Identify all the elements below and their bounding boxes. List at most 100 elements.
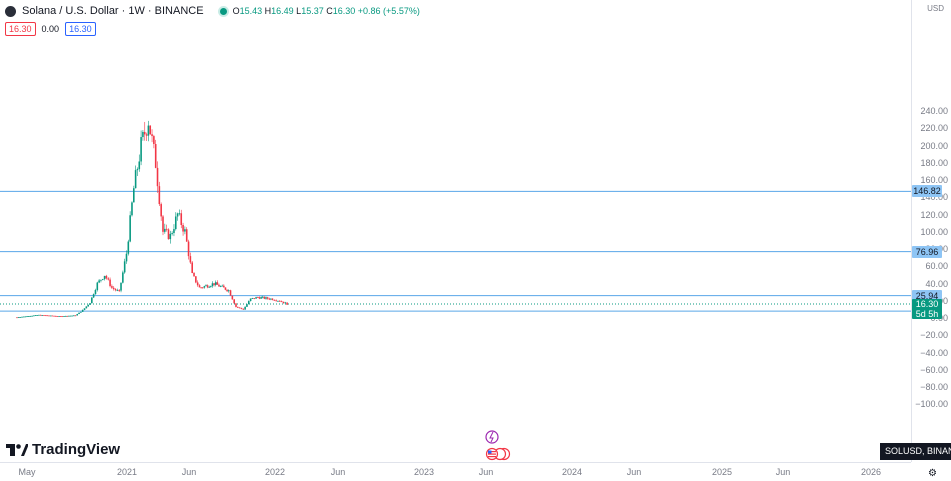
candle-body[interactable] [187,241,190,257]
candle-body[interactable] [118,290,120,291]
candle-body[interactable] [145,134,148,136]
candle-body[interactable] [94,289,97,295]
candle-body[interactable] [244,306,246,310]
candle-body[interactable] [149,125,152,135]
candle-body[interactable] [206,285,209,288]
candle-body[interactable] [233,299,235,304]
candle-body[interactable] [53,315,55,317]
candle-body[interactable] [44,315,47,317]
candle-body[interactable] [229,290,232,296]
candle-body[interactable] [277,300,279,302]
candle-body[interactable] [235,303,237,307]
candle-body[interactable] [238,307,241,309]
candle-body[interactable] [195,276,197,283]
candle-body[interactable] [184,229,186,232]
candle-body[interactable] [91,297,93,304]
candle-body[interactable] [120,282,122,291]
candle-body[interactable] [24,316,27,318]
candle-body[interactable] [69,315,72,317]
candle-body[interactable] [96,282,99,290]
candle-body[interactable] [266,297,269,299]
level-price-tag[interactable]: 25.94 [912,289,942,302]
candle-body[interactable] [223,285,225,288]
settings-icon[interactable]: ⚙ [928,468,937,479]
candle-body[interactable] [17,317,20,318]
candle-body[interactable] [56,316,59,317]
candle-body[interactable] [174,216,177,230]
candle-body[interactable] [193,272,195,277]
candle-body[interactable] [78,312,80,315]
candle-body[interactable] [154,143,157,168]
chart-area[interactable]: Solana / U.S. Dollar · 1W · BINANCE O15.… [0,0,911,462]
candle-body[interactable] [46,315,49,317]
candle-body[interactable] [38,314,40,316]
candle-body[interactable] [247,301,250,305]
candle-body[interactable] [134,170,137,189]
candle-body[interactable] [147,125,150,136]
candle-body[interactable] [142,131,144,138]
candle-body[interactable] [214,282,217,285]
candle-body[interactable] [27,316,30,317]
candle-body[interactable] [226,289,228,292]
candle-body[interactable] [36,315,39,316]
candle-body[interactable] [21,316,23,318]
candle-body[interactable] [101,279,104,280]
candle-body[interactable] [64,315,67,317]
candle-body[interactable] [282,301,285,304]
candle-body[interactable] [253,297,256,299]
candle-body[interactable] [271,298,274,300]
candle-body[interactable] [242,308,245,310]
market-status-icon[interactable] [219,7,227,15]
candle-body[interactable] [19,317,22,318]
candle-body[interactable] [162,216,164,232]
candle-body[interactable] [76,314,79,316]
candle-body[interactable] [237,306,239,308]
candle-body[interactable] [133,188,135,203]
candle-body[interactable] [218,284,220,287]
buy-button[interactable]: 16.30 [65,22,96,36]
candle-body[interactable] [200,287,202,289]
candle-body[interactable] [72,315,75,317]
candle-body[interactable] [89,303,91,305]
candle-body[interactable] [257,297,259,298]
candle-body[interactable] [240,307,243,309]
candle-body[interactable] [26,316,28,318]
candle-body[interactable] [231,295,234,300]
candle-body[interactable] [114,289,117,291]
candle-body[interactable] [185,229,188,242]
candle-body[interactable] [66,315,69,317]
candle-body[interactable] [122,272,124,283]
candle-body[interactable] [279,300,281,302]
candle-body[interactable] [83,308,86,310]
candle-body[interactable] [140,137,142,162]
candle-body[interactable] [49,315,52,317]
candle-body[interactable] [171,233,173,234]
candle-body[interactable] [33,315,35,317]
candle-body[interactable] [169,233,172,240]
candle-body[interactable] [138,161,141,170]
candle-body[interactable] [270,298,272,300]
candle-body[interactable] [81,309,84,312]
candle-body[interactable] [123,261,126,273]
candle-body[interactable] [111,286,113,288]
candle-body[interactable] [263,296,266,299]
price-plot[interactable] [0,0,911,462]
candle-body[interactable] [29,315,32,317]
candle-body[interactable] [131,202,133,216]
candle-body[interactable] [151,134,153,137]
candle-body[interactable] [107,278,110,280]
candle-body[interactable] [58,316,60,317]
candle-body[interactable] [211,283,214,287]
candle-body[interactable] [92,294,95,298]
candle-body[interactable] [246,304,248,307]
candle-body[interactable] [189,256,192,263]
candle-body[interactable] [112,287,115,290]
candle-body[interactable] [68,315,70,317]
candle-body[interactable] [213,283,215,285]
candle-body[interactable] [74,315,77,317]
dividend-event-icon[interactable] [485,430,499,444]
candle-body[interactable] [127,241,130,254]
price-axis[interactable]: USD 240.00220.00200.00180.00160.00140.00… [911,0,951,462]
level-price-tag[interactable]: 146.82 [912,185,942,198]
candle-body[interactable] [203,286,206,288]
